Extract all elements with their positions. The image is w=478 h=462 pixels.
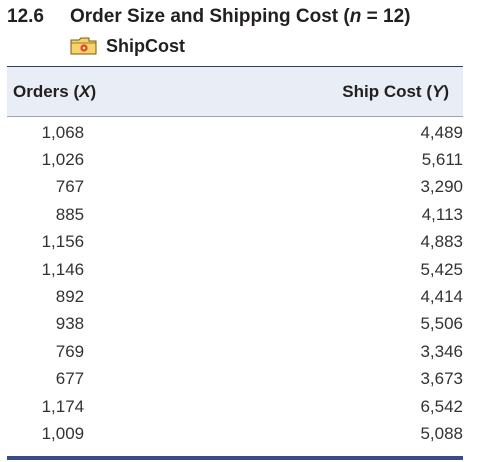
table-row: 1,068 4,489 — [7, 119, 463, 146]
data-file-reference: ShipCost — [70, 35, 185, 57]
column-header-ship-cost: Ship Cost (Y) — [342, 81, 449, 101]
table-header-rule — [7, 116, 463, 117]
ship-cost-cell: 4,414 — [420, 287, 463, 307]
orders-cell: 1,146 — [41, 259, 85, 279]
table-body: 1,068 4,489 1,026 5,611 767 3,290 885 4,113 … — [7, 117, 463, 448]
ship-cost-cell: 5,506 — [420, 314, 463, 334]
column-header-orders: Orders (X) — [13, 81, 97, 101]
exercise-title-end: = 12) — [361, 6, 411, 27]
data-file-name: ShipCost — [106, 35, 185, 56]
exercise-number: 12.6 — [7, 6, 44, 27]
data-table: Orders (X) Ship Cost (Y) 1,068 4,489 1,02… — [7, 66, 463, 460]
orders-cell: 938 — [55, 314, 85, 334]
ship-cost-cell: 5,425 — [420, 259, 463, 279]
table-header: Orders (X) Ship Cost (Y) — [7, 67, 463, 116]
table-row: 892 4,414 — [7, 283, 463, 310]
table-row: 677 3,673 — [7, 366, 463, 393]
table-row: 1,174 6,542 — [7, 393, 463, 420]
orders-cell: 885 — [55, 204, 85, 224]
table-row: 1,026 5,611 — [7, 146, 463, 173]
ship-cost-cell: 4,113 — [421, 204, 463, 224]
orders-cell: 677 — [55, 369, 85, 389]
ship-cost-cell: 3,346 — [420, 341, 463, 361]
ship-cost-cell: 3,673 — [420, 369, 463, 389]
table-bottom-rule — [7, 455, 463, 460]
table-row: 1,156 4,883 — [7, 229, 463, 256]
table-row: 767 3,290 — [7, 174, 463, 201]
table-row: 1,009 5,088 — [7, 420, 463, 447]
exercise-title-start: Order Size and Shipping Cost ( — [70, 6, 350, 27]
orders-cell: 1,026 — [41, 150, 85, 170]
exercise-heading: 12.6 Order Size and Shipping Cost (n = 12… — [7, 6, 410, 28]
folder-data-icon — [70, 37, 97, 55]
table-row: 1,146 5,425 — [7, 256, 463, 283]
ship-cost-cell: 3,290 — [420, 177, 463, 197]
ship-cost-cell: 5,088 — [420, 423, 463, 443]
orders-cell: 1,174 — [41, 396, 85, 416]
ship-cost-cell: 5,611 — [421, 150, 463, 170]
orders-cell: 892 — [55, 287, 85, 307]
ship-cost-cell: 4,883 — [420, 232, 463, 252]
orders-cell: 769 — [55, 341, 85, 361]
ship-cost-cell: 4,489 — [420, 122, 463, 142]
ship-cost-cell: 6,542 — [420, 396, 463, 416]
orders-cell: 1,068 — [41, 122, 85, 142]
table-row: 938 5,506 — [7, 311, 463, 338]
table-row: 769 3,346 — [7, 338, 463, 365]
table-row: 885 4,113 — [7, 201, 463, 228]
orders-cell: 767 — [55, 177, 85, 197]
sample-size-symbol: n — [349, 6, 362, 27]
table-top-rule — [7, 66, 463, 67]
orders-cell: 1,156 — [41, 232, 85, 252]
orders-cell: 1,009 — [41, 423, 85, 443]
